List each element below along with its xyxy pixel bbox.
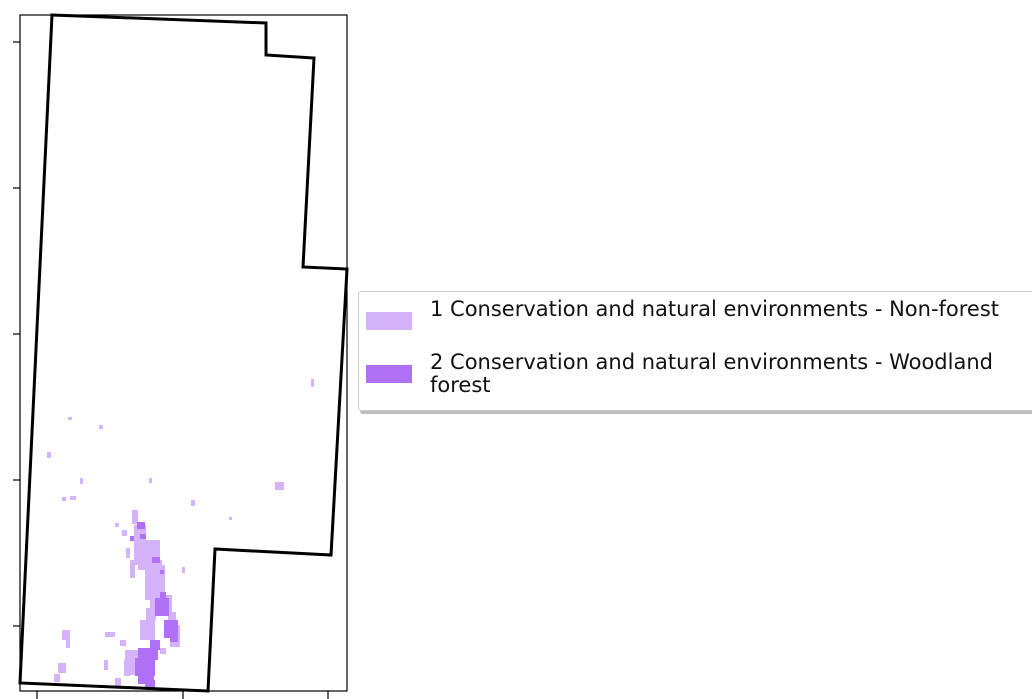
non-forest-patch [54, 674, 60, 682]
non-forest-patch [132, 510, 138, 524]
non-forest-patch [146, 608, 156, 620]
non-forest-patch [115, 678, 121, 686]
legend-label-non-forest: 1 Conservation and natural environments … [430, 298, 1032, 321]
x-axis-ticks [37, 691, 328, 699]
woodland-forest-patch [160, 592, 166, 600]
non-forest-patch [58, 663, 66, 673]
y-axis-ticks [13, 42, 20, 626]
legend-item-woodland-forest: 2 Conservation and natural environments … [366, 351, 1032, 401]
woodland-forest-patch [155, 598, 169, 616]
non-forest-patch [80, 478, 83, 484]
non-forest-patch [105, 632, 115, 637]
non-forest-patch [275, 482, 284, 490]
woodland-forest-patch [170, 630, 178, 642]
legend-swatch-non-forest [366, 312, 412, 330]
non-forest-patch [126, 548, 130, 558]
non-forest-patch [115, 523, 119, 527]
non-forest-patch [62, 630, 70, 640]
legend: 1 Conservation and natural environments … [358, 291, 1032, 411]
non-forest-patch [68, 417, 72, 420]
woodland-forest-patch [140, 534, 146, 539]
woodland-forest-patch [130, 536, 134, 541]
area-boundary [20, 15, 347, 691]
woodland-forest-patch [137, 522, 145, 529]
non-forest-patch [99, 425, 103, 429]
non-forest-patch [122, 530, 127, 536]
non-forest-patch [66, 640, 70, 648]
map-frame [20, 15, 347, 691]
non-forest-patch [47, 452, 51, 458]
non-forest-patch [182, 567, 185, 573]
woodland-forest-patch [150, 640, 160, 650]
land-cover-patches [47, 379, 314, 690]
non-forest-patch [120, 640, 126, 646]
non-forest-patch [62, 497, 66, 501]
non-forest-patch [104, 660, 108, 670]
non-forest-patch [229, 517, 232, 520]
non-forest-patch [140, 620, 155, 640]
non-forest-patch [124, 660, 130, 676]
non-forest-patch [70, 496, 76, 500]
legend-swatch-woodland-forest [366, 365, 412, 383]
woodland-forest-patch [152, 557, 160, 563]
legend-label-woodland-forest: 2 Conservation and natural environments … [430, 351, 1032, 397]
non-forest-patch [191, 500, 195, 506]
non-forest-patch [311, 379, 314, 387]
legend-item-non-forest: 1 Conservation and natural environments … [366, 298, 1032, 348]
non-forest-patch [149, 478, 152, 483]
non-forest-patch [160, 648, 166, 654]
woodland-forest-patch [160, 570, 164, 574]
